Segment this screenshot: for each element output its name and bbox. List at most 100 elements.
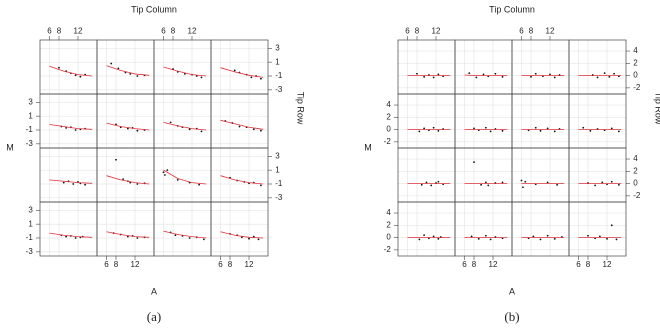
point — [553, 130, 556, 133]
panel-border — [397, 201, 456, 257]
y-tick-label: -1 — [275, 179, 283, 188]
fit-line — [163, 121, 207, 131]
fit-line — [464, 74, 508, 76]
point — [603, 72, 606, 75]
point — [420, 183, 423, 186]
point — [582, 126, 585, 129]
fit-line — [49, 124, 93, 130]
point — [136, 75, 139, 77]
point — [188, 237, 191, 239]
x-tick-label: 8 — [57, 26, 62, 35]
panel: 6 8 12 — [454, 201, 513, 269]
point — [423, 75, 426, 78]
point — [122, 178, 125, 181]
panel-border — [568, 39, 627, 95]
point — [136, 237, 139, 239]
panel — [511, 147, 570, 203]
y-tick-label: 0 — [386, 125, 391, 134]
panel — [397, 147, 456, 203]
point — [418, 238, 421, 241]
x-tick-label: 12 — [245, 260, 254, 269]
point — [501, 181, 504, 184]
point — [477, 237, 480, 240]
chart-title: Tip Column — [131, 4, 177, 14]
point — [615, 238, 618, 241]
point — [494, 72, 497, 75]
y-axis-label: M — [6, 142, 14, 152]
point — [520, 179, 523, 182]
point — [200, 76, 203, 79]
panel — [511, 201, 570, 257]
point — [233, 69, 236, 72]
y-tick-label: 0 — [386, 233, 391, 242]
panel-border — [568, 201, 627, 257]
point — [546, 127, 549, 130]
point — [195, 75, 198, 77]
x-tick-label: 8 — [114, 260, 119, 269]
x-tick-label: 6 — [405, 26, 410, 35]
fit-line — [106, 231, 150, 238]
panel-border — [454, 39, 513, 95]
point — [437, 180, 440, 183]
panel: 6 8 12 — [96, 201, 155, 269]
point — [136, 183, 139, 185]
y-tick-label: 4 — [386, 208, 391, 217]
point — [432, 126, 435, 129]
fit-line — [220, 231, 264, 239]
point — [482, 73, 485, 76]
point — [484, 126, 487, 129]
panel — [511, 93, 570, 149]
y-tick-label: 4 — [386, 100, 391, 109]
panel: 4 2 0 -2 — [384, 201, 456, 257]
point — [72, 183, 75, 185]
point — [252, 128, 255, 131]
y-tick-label: 4 — [633, 46, 638, 55]
y-tick-label: 3 — [28, 97, 33, 106]
point — [202, 238, 205, 241]
point — [432, 235, 435, 238]
point — [79, 75, 82, 78]
point — [252, 235, 255, 238]
x-tick-label: 8 — [171, 26, 176, 35]
x-tick-label: 12 — [74, 26, 83, 35]
panel-border — [568, 147, 627, 203]
point — [598, 235, 601, 238]
point — [416, 72, 418, 75]
point — [259, 184, 262, 187]
point — [84, 183, 87, 186]
y-tick-label: 0 — [633, 71, 638, 80]
x-tick-label: 8 — [586, 260, 591, 269]
point — [617, 183, 620, 186]
point — [470, 235, 473, 238]
x-axis-label: A — [151, 286, 157, 296]
y-tick-label: 2 — [386, 112, 391, 121]
fit-line — [49, 65, 93, 77]
fit-line — [220, 175, 264, 185]
y-tick-label: -3 — [26, 247, 34, 256]
point — [74, 237, 77, 239]
x-tick-label: 8 — [415, 26, 420, 35]
point — [176, 178, 179, 181]
caption: (a) — [147, 309, 161, 324]
point — [475, 76, 478, 79]
y-tick-label: 3 — [28, 205, 33, 214]
fit-line — [49, 232, 93, 238]
panel: 6 8 12 — [511, 26, 570, 95]
y2-axis-label: Tip Row — [654, 92, 660, 125]
point — [65, 235, 68, 238]
x-tick-label: 12 — [603, 260, 612, 269]
point — [437, 129, 440, 132]
fit-line — [106, 175, 150, 185]
x-axis-label: A — [509, 286, 515, 296]
point — [169, 121, 172, 124]
point — [530, 75, 532, 78]
y2-axis-label: Tip Row — [296, 92, 306, 125]
panel-border — [568, 93, 627, 149]
point — [484, 234, 487, 237]
point — [587, 234, 589, 237]
y-axis-label: M — [364, 142, 372, 152]
y-tick-label: -3 — [26, 139, 34, 148]
panel — [39, 147, 98, 203]
point — [418, 130, 421, 133]
panel: 6 8 12 — [39, 26, 98, 95]
